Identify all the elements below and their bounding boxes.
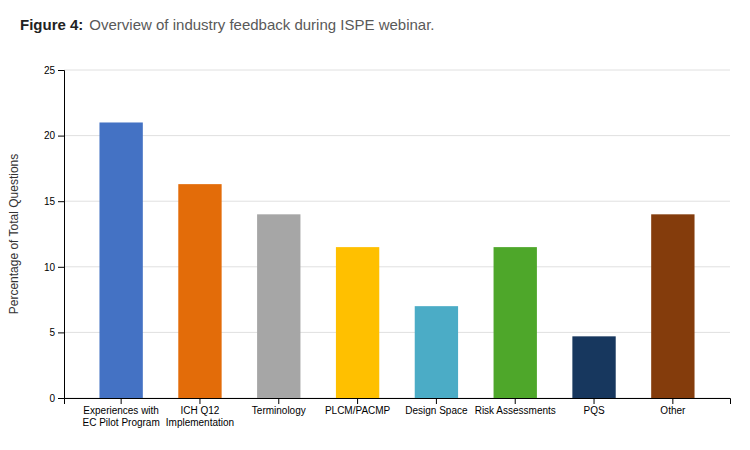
grid-line [64, 266, 730, 267]
x-tick: ICH Q12Implementation [166, 398, 234, 428]
title: Figure 4: [20, 16, 83, 33]
bar [572, 336, 615, 398]
y-tick-mark [58, 136, 64, 137]
x-tick-label-line: Experiences with [83, 405, 159, 416]
x-tick-label-line: Risk Assessments [475, 405, 556, 416]
x-tick-mark [357, 398, 358, 404]
x-tick: Terminology [252, 398, 306, 416]
x-tick-label: ICH Q12Implementation [166, 405, 234, 428]
x-tick-label: Other [660, 405, 686, 416]
x-tick: Experiences withEC Pilot Program [83, 398, 160, 428]
x-tick-mark [594, 398, 595, 404]
y-tick-label: 10 [44, 262, 56, 273]
y-tick-mark [58, 332, 64, 333]
x-tick-label: PQS [583, 405, 604, 416]
x-tick: PLCM/PACMP [325, 398, 391, 416]
x-tick: Risk Assessments [475, 398, 556, 416]
y-tick: 25 [44, 65, 64, 76]
x-tick: Other [660, 398, 686, 416]
x-tick-mark [199, 398, 200, 404]
y-tick: 15 [44, 196, 64, 207]
bar [257, 214, 300, 398]
x-axis-line [65, 399, 731, 405]
x-tick-label-line: ICH Q12 [181, 405, 220, 416]
bar [99, 122, 142, 398]
x-tick-label-line: Design Space [405, 405, 468, 416]
x-tick-label-line: Terminology [252, 405, 306, 416]
plot-area: 0 5 10 15 20 25 Experiences withEC Pilot Progr… [7, 65, 731, 428]
grid-line [64, 201, 730, 202]
bar [415, 306, 458, 398]
x-tick-mark [121, 398, 122, 404]
x-tick-label-line: PQS [583, 405, 604, 416]
chart-svg: Figure 4: Overview of industry feedback d… [0, 0, 750, 450]
grid-line [64, 70, 730, 71]
x-tick-mark [278, 398, 279, 404]
grid-line [64, 332, 730, 333]
x-tick: PQS [583, 398, 604, 416]
x-tick-mark [515, 398, 516, 404]
x-tick-label: Risk Assessments [475, 405, 556, 416]
grid [64, 70, 730, 398]
x-tick-label-line: PLCM/PACMP [325, 405, 391, 416]
x-tick-label-line: Other [660, 405, 686, 416]
y-axis: 0 5 10 15 20 25 [44, 65, 65, 404]
y-tick-label: 20 [44, 130, 56, 141]
bar [336, 247, 379, 398]
y-tick-mark [58, 267, 64, 268]
bar [651, 214, 694, 398]
y-axis-line [58, 71, 65, 399]
x-tick: Design Space [405, 398, 468, 416]
y-tick-label: 25 [44, 65, 56, 76]
x-tick-label: Experiences withEC Pilot Program [83, 405, 160, 428]
y-tick-mark [58, 398, 64, 399]
x-tick-label: Terminology [252, 405, 306, 416]
x-tick-label-line: Implementation [166, 417, 234, 428]
x-tick-mark [672, 398, 673, 404]
grid-line [64, 135, 730, 136]
y-tick-label: 0 [49, 393, 55, 404]
y-tick: 0 [49, 393, 64, 404]
y-tick: 10 [44, 262, 64, 273]
y-tick-label: 15 [44, 196, 56, 207]
bars [99, 122, 694, 398]
x-tick-mark [436, 398, 437, 404]
x-tick-label-line: EC Pilot Program [83, 417, 160, 428]
x-axis: Experiences withEC Pilot Program ICH Q12I… [65, 398, 731, 428]
bar [494, 247, 537, 398]
y-tick-mark [58, 201, 64, 202]
y-tick-mark [58, 70, 64, 71]
chart-container: Figure 4: Overview of industry feedback d… [0, 0, 750, 450]
y-axis-label: Percentage of Total Questions [7, 154, 21, 315]
x-tick-label: PLCM/PACMP [325, 405, 391, 416]
x-tick-label: Design Space [405, 405, 468, 416]
subtitle: Overview of industry feedback during ISP… [89, 16, 434, 33]
y-tick: 5 [49, 327, 64, 338]
y-tick-label: 5 [49, 327, 55, 338]
y-tick: 20 [44, 130, 64, 141]
bar [178, 184, 221, 398]
